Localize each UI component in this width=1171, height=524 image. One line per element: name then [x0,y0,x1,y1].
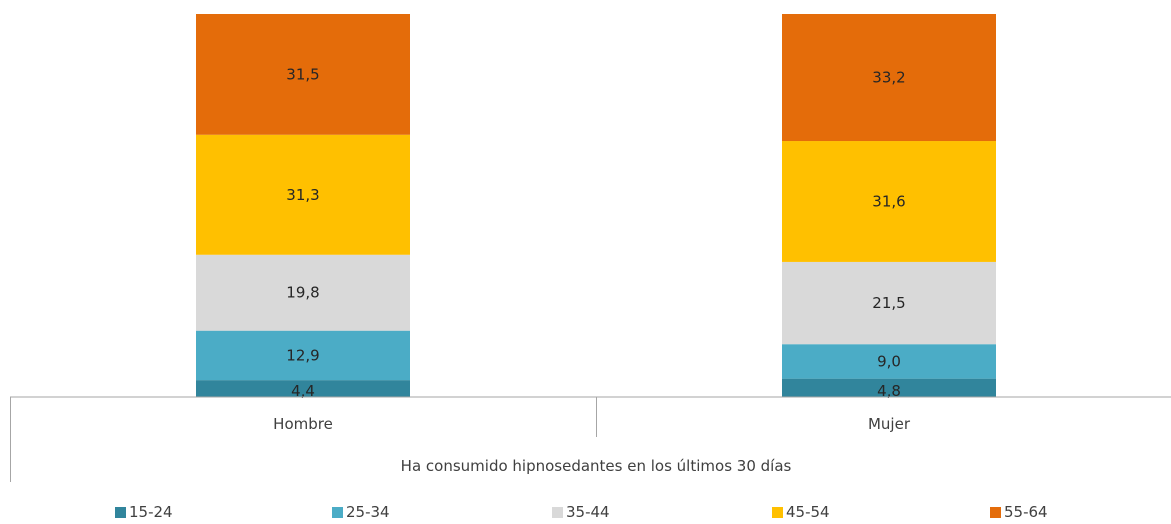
bar-segment-hombre-45-54 [196,134,410,255]
legend-item-25-34: 25-34 [332,503,390,521]
legend-swatch [990,506,1001,518]
legend-label: 55-64 [1004,503,1048,521]
legend-swatch [332,506,343,518]
data-label-hombre-25-34: 12,9 [286,346,319,364]
bar-segment-mujer-55-64 [782,14,996,142]
bar-segment-mujer-35-44 [782,261,996,345]
bar-segment-mujer-45-54 [782,141,996,262]
legend-item-15-24: 15-24 [115,503,173,521]
data-label-hombre-15-24: 4,4 [291,382,315,400]
category-label-mujer: Mujer [868,415,911,433]
legend-label: 15-24 [129,503,173,521]
legend-item-35-44: 35-44 [552,503,610,521]
stacked-bar-chart: 4,4 12,9 19,8 31,3 31,5 4,8 9,0 21,5 31,6 33,2 Ho… [10,14,1171,482]
bar-segment-hombre-55-64 [196,14,410,135]
data-label-mujer-45-54: 31,6 [872,192,905,210]
legend: 15-24 25-34 35-44 45-54 55-64 [0,503,1171,523]
data-label-hombre-45-54: 31,3 [286,186,319,204]
bar-segment-mujer-15-24 [782,378,996,397]
data-label-hombre-35-44: 19,8 [286,284,319,302]
legend-label: 35-44 [566,503,610,521]
data-label-mujer-55-64: 33,2 [872,69,905,87]
bar-segment-hombre-15-24 [196,380,410,397]
data-label-mujer-25-34: 9,0 [877,352,901,370]
legend-item-55-64: 55-64 [990,503,1048,521]
data-label-mujer-15-24: 4,8 [877,382,901,400]
bars-group: 4,4 12,9 19,8 31,3 31,5 4,8 9,0 21,5 31,6 33,2 [196,14,996,400]
group-axis-label: Ha consumido hipnosedantes en los último… [401,457,792,475]
legend-label: 25-34 [346,503,390,521]
data-label-hombre-55-64: 31,5 [286,65,319,83]
bar-segment-hombre-25-34 [196,330,410,381]
legend-swatch [772,506,783,518]
category-labels: Hombre Mujer [273,415,911,433]
legend-label: 45-54 [786,503,830,521]
legend-swatch [115,506,126,518]
bar-segment-hombre-35-44 [196,254,410,331]
bar-segment-mujer-25-34 [782,344,996,379]
legend-item-45-54: 45-54 [772,503,830,521]
axis-group [10,396,1171,482]
category-label-hombre: Hombre [273,415,333,433]
data-label-mujer-35-44: 21,5 [872,294,905,312]
legend-swatch [552,506,563,518]
